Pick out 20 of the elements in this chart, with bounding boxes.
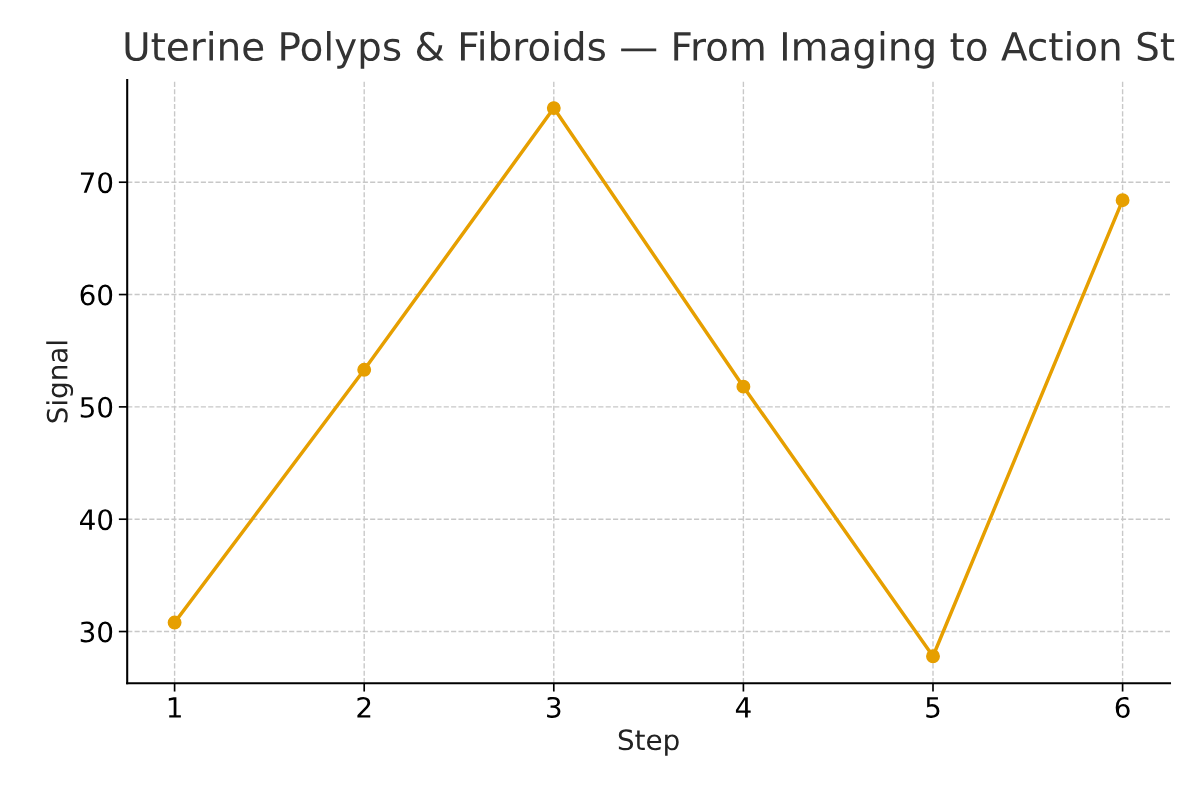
point	[926, 649, 940, 664]
y-tick-label: 50	[80, 396, 113, 418]
x-tick-label: 5	[926, 697, 940, 718]
y-tick-label: 30	[80, 621, 113, 643]
x-tick-label: 3	[547, 696, 561, 718]
x-axis-title: Step	[618, 729, 679, 756]
x-tick-label: 4	[735, 697, 751, 718]
point	[546, 101, 561, 116]
x-tick-label: 2	[357, 696, 371, 718]
y-tick-label: 60	[80, 284, 113, 306]
y-tick-label: 40	[80, 509, 113, 531]
x-tick-label: 1	[168, 697, 181, 718]
point	[1115, 193, 1130, 208]
x-tick-label: 6	[1115, 696, 1130, 718]
chart-title: Uterine Polyps & Fibroids — From Imaging to Action St	[125, 31, 1175, 69]
y-tick-label: 70	[80, 172, 113, 194]
point	[736, 379, 751, 394]
point	[167, 615, 182, 630]
point	[357, 362, 372, 377]
y-axis-title: Signal	[46, 341, 74, 423]
